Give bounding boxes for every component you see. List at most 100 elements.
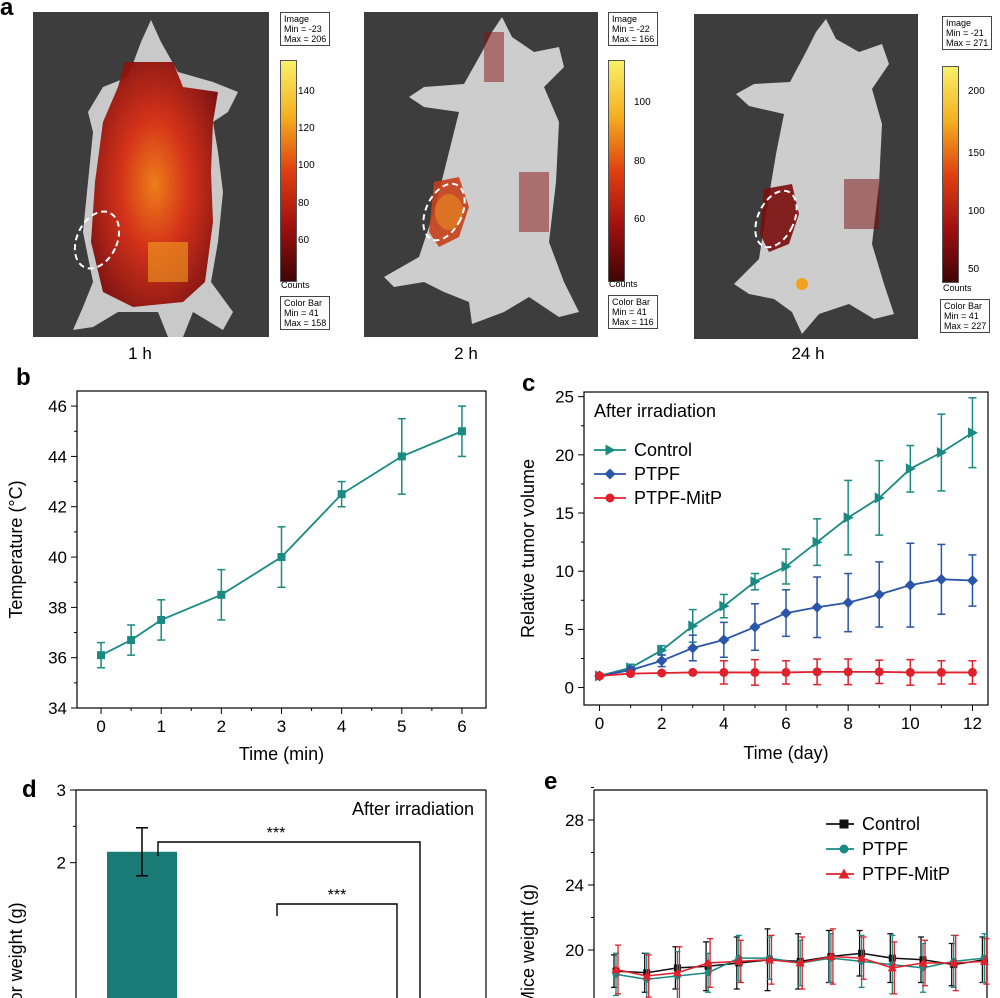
panel-b-letter: b [16,364,31,391]
data-point [703,958,713,967]
data-point [826,952,836,960]
data-point [750,576,761,588]
time-label-1h: 1 h [128,344,152,363]
cbar-tick: 50 [968,264,980,275]
colorbar-ticks-1h: 140 120 100 80 60 [298,60,338,280]
legend-label: Control [862,814,920,834]
cbar-tick: 200 [968,86,985,97]
image-min: Min = -21 [946,28,984,38]
cbar-tick: 140 [298,86,315,97]
tumor-outline-1h [73,210,121,270]
cbar-tick: 60 [298,235,310,246]
colorbar-info-box-1h: Color Bar Min = 41 Max = 158 [280,296,331,330]
data-point [217,590,226,599]
legend-label: PTPF-MitP [862,864,950,884]
tumor-volume-chart: 0 5 10 15 20 25 0 2 4 6 8 10 12 Time (day) Relative tu… [518,388,989,763]
cbar-tick: 100 [298,160,315,171]
image-label: Image [946,18,972,28]
data-point [795,958,805,967]
data-point [688,620,699,632]
legend-label: Control [634,440,692,460]
colorbar-min: Min = 41 [944,311,979,321]
x-tick-label: 0 [595,714,604,733]
image-info-box-2h: Image Min = -22 Max = 166 [608,12,659,46]
data-point [157,615,166,624]
y-tick-label: 2 [57,854,66,873]
y-tick-label: 40 [48,548,67,567]
x-tick-label: 3 [277,717,286,736]
data-point [688,667,698,677]
data-point [642,971,652,980]
legend-marker [838,868,850,879]
data-point [967,427,978,439]
counts-label-2h: Counts [609,279,638,289]
time-label-24h: 24 h [791,344,825,363]
data-point [905,463,916,475]
colorbar-info-box-2h: Color Bar Min = 41 Max = 116 [608,295,658,329]
y-axis-label: Mice weight (g) [518,884,538,998]
tumor-outline-24h [754,189,798,249]
data-point [887,963,897,972]
colorbar-ticks-24h: 200 150 100 50 [968,66,998,281]
panel-c-letter: c [522,370,536,397]
data-point [967,667,977,677]
y-axis-label: Relative tumor volume [518,459,538,638]
y-tick-label: 36 [48,649,67,668]
image-label: Image [612,14,638,24]
significance-label: *** [267,825,286,842]
legend-marker [605,493,615,503]
data-point [966,574,978,586]
data-point [936,447,947,459]
mouse-silhouette-1h [73,20,238,337]
data-point [935,573,947,585]
time-label-2h: 2 h [454,344,478,363]
data-point [949,958,959,967]
y-tick-label: 44 [48,447,67,466]
counts-label-1h: Counts [281,280,310,290]
mouse-image-2h [364,12,598,337]
chart-title: After irradiation [594,401,716,421]
mice-weight-chart: 20 24 28 Mice weight (g) Control PTPF PTPF-Mit… [518,787,990,998]
data-point [812,536,823,548]
y-tick-label: 46 [48,397,67,416]
y-tick-label: 0 [565,679,574,698]
data-point [905,667,915,677]
data-point [657,668,667,678]
y-axis-label: Tumor weight (g) [6,902,26,998]
data-point [874,492,885,504]
x-tick-label: 0 [96,717,105,736]
tumor-weight-chart: 2 3 Tumor weight (g) After irradiation *** **… [6,781,487,998]
x-tick-label: 6 [457,717,466,736]
panel-d-letter: d [22,776,37,803]
data-point [719,667,729,677]
colorbar-min: Min = 41 [612,307,647,317]
y-axis-label: Temperature (°C) [6,480,26,618]
colorbar-max: Max = 116 [612,317,654,327]
x-axis-label: Time (day) [743,743,828,763]
colorbar-info-box-24h: Color Bar Min = 41 Max = 227 [940,299,991,333]
image-info-box-1h: Image Min = -23 Max = 206 [280,12,331,46]
data-point [781,667,791,677]
y-tick-label: 28 [565,811,584,830]
data-point [842,597,854,609]
y-tick-label: 5 [565,620,574,639]
x-tick-label: 2 [657,714,666,733]
y-tick-label: 3 [57,781,66,800]
image-max: Max = 166 [612,34,655,44]
data-point [97,651,106,660]
data-point [718,634,730,646]
cbar-tick: 80 [634,156,646,167]
data-point [719,600,730,612]
colorbar-1h [280,60,297,282]
colorbar-label: Color Bar [944,301,983,311]
temperature-line [100,430,463,656]
data-point [337,490,346,499]
y-tick-label: 34 [48,699,67,718]
data-point [843,512,854,524]
image-label: Image [284,14,310,24]
x-tick-label: 1 [156,717,165,736]
x-tick-label: 8 [843,714,852,733]
image-max: Max = 271 [946,38,989,48]
data-point [918,958,928,967]
cbar-tick: 150 [968,148,985,159]
